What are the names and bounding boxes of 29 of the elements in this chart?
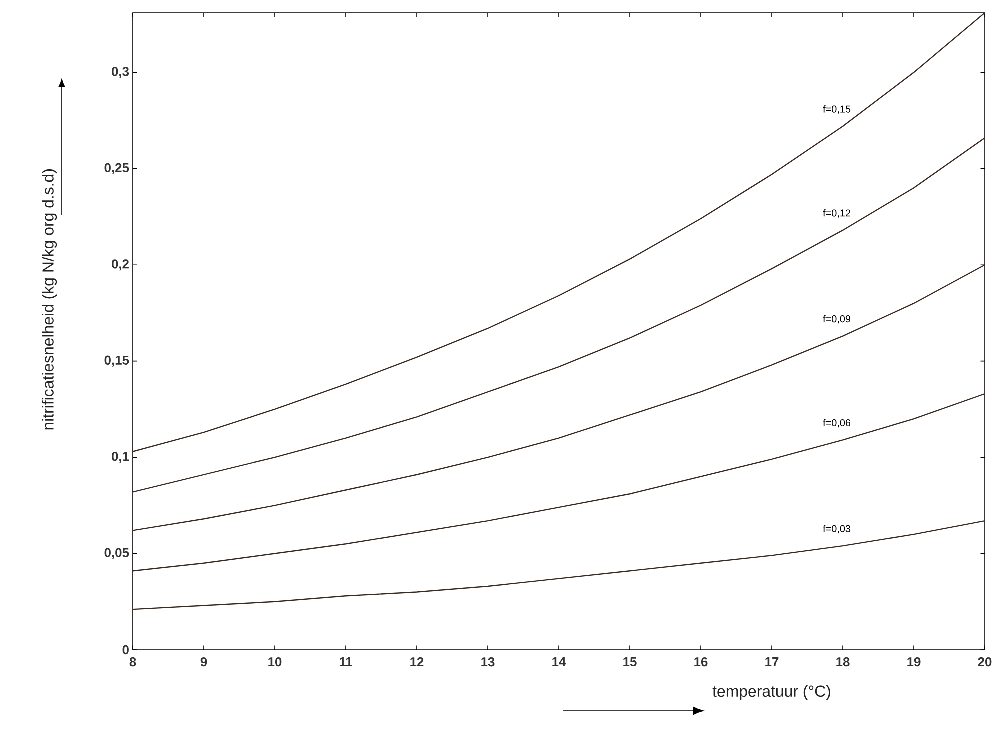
x-axis-title: temperatuur (°C) (712, 685, 830, 700)
y-tick-label: 0,25 (104, 163, 130, 174)
y-tick-label: 0 (122, 645, 129, 655)
x-tick-label: 9 (200, 658, 208, 667)
x-tick-label: 10 (268, 658, 282, 667)
y-axis-title: nitrificatiesnelheid (kg N/kg org d.s.d) (42, 170, 58, 430)
series-label: f=0,03 (823, 525, 851, 534)
series-label: f=0,12 (823, 209, 851, 218)
x-tick-label: 18 (836, 658, 850, 667)
x-tick-label: 19 (908, 658, 921, 667)
x-tick-label: 17 (766, 658, 779, 666)
line-series (133, 12, 986, 452)
series-label: f=0,09 (823, 315, 851, 324)
line-series (133, 520, 986, 610)
x-tick-label: 14 (552, 658, 566, 666)
series-label: f=0,15 (823, 106, 851, 114)
x-tick-label: 12 (410, 658, 424, 667)
x-tick-label: 13 (482, 658, 495, 667)
x-tick-label: 15 (624, 658, 637, 667)
y-tick-label: 0,3 (112, 67, 130, 78)
x-tick-label: 20 (978, 658, 992, 667)
y-tick-label: 0,05 (104, 548, 130, 560)
x-tick-label: 11 (340, 658, 352, 666)
series-label: f=0,06 (823, 419, 851, 428)
y-tick-label: 0,2 (112, 260, 129, 271)
x-tick-label: 8 (130, 658, 136, 667)
x-tick-label: 16 (694, 658, 708, 667)
y-tick-label: 0,1 (112, 452, 130, 464)
y-tick-label: 0,15 (104, 356, 130, 367)
